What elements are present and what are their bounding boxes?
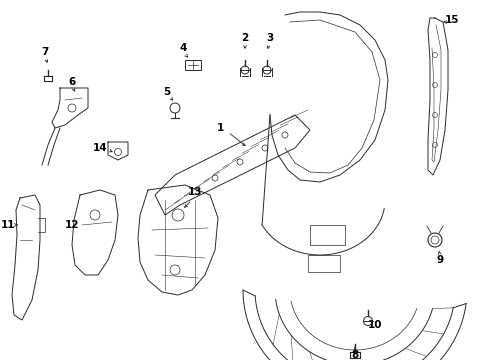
- Text: 10: 10: [367, 320, 382, 330]
- Text: 7: 7: [41, 47, 49, 57]
- Text: 9: 9: [436, 255, 443, 265]
- Text: 3: 3: [266, 33, 273, 43]
- Text: 15: 15: [444, 15, 458, 25]
- Text: 4: 4: [179, 43, 186, 53]
- Text: 12: 12: [64, 220, 79, 230]
- Text: 13: 13: [187, 187, 202, 197]
- Text: 8: 8: [351, 350, 358, 360]
- Text: 11: 11: [1, 220, 15, 230]
- Text: 6: 6: [68, 77, 76, 87]
- Text: 5: 5: [163, 87, 170, 97]
- Text: 1: 1: [216, 123, 223, 133]
- Text: 2: 2: [241, 33, 248, 43]
- Text: 14: 14: [93, 143, 107, 153]
